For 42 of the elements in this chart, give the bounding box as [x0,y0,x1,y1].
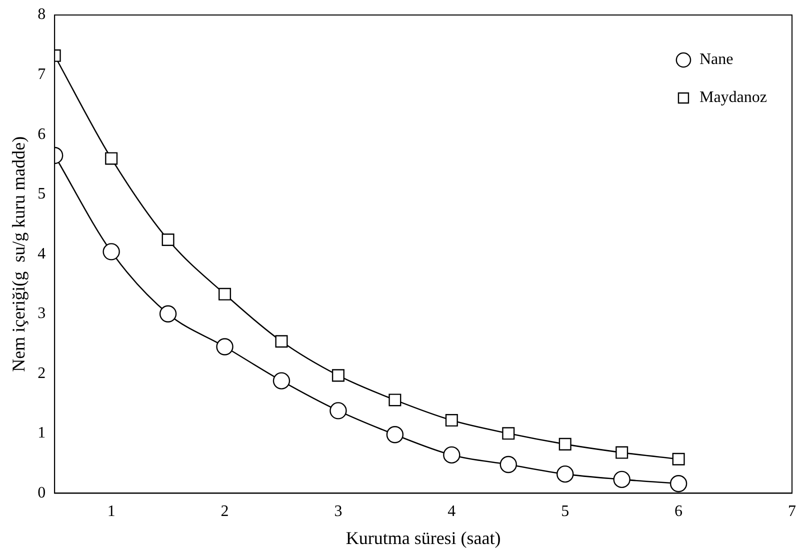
point [670,475,688,492]
point [502,427,515,440]
x-tick-label: 4 [448,503,456,520]
point [275,335,288,348]
y-tick-label: 0 [38,484,46,502]
x-tick-label: 2 [220,503,229,520]
point [272,372,290,390]
y-axis-title: Nem içeriği(g su/g kuru madde) [8,136,29,372]
point [216,338,234,356]
y-tick-label: 8 [38,6,46,24]
point [443,446,460,464]
y-tick-label: 5 [38,186,46,203]
point [445,414,458,427]
legend-label: Maydanoz [699,89,767,106]
point [556,465,574,483]
x-tick-label: 7 [788,503,796,520]
x-tick-label: 5 [561,503,570,520]
y-tick-label: 4 [38,245,46,262]
point [218,288,232,300]
point [330,402,347,420]
x-tick-label: 6 [674,503,683,520]
x-axis-title: Kurutma süresi (saat) [346,528,501,548]
point [105,152,118,165]
point [613,470,630,488]
point [102,243,120,260]
y-tick-label: 1 [38,424,46,442]
point [162,233,174,246]
point [332,369,344,382]
point [159,305,177,322]
y-tick-label: 6 [38,126,46,143]
point [558,438,572,450]
point [386,426,404,444]
y-tick-label: 3 [38,305,46,322]
y-tick-label: 2 [38,364,46,382]
point [388,394,402,406]
x-tick-label: 3 [334,503,342,520]
point [616,446,628,459]
y-tick-label: 7 [38,66,46,83]
x-tick-label: 1 [107,503,116,520]
point [672,452,685,466]
legend-label: Nane [699,51,734,68]
point [500,456,517,474]
